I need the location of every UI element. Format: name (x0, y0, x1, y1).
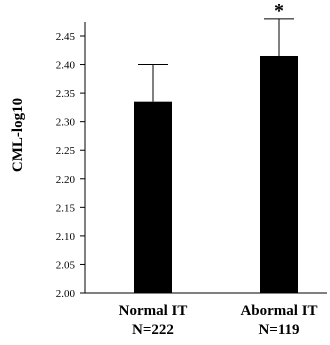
y-tick-label: 2.25 (56, 145, 76, 157)
bar (134, 101, 172, 293)
y-tick-label: 2.35 (56, 88, 76, 100)
y-tick-label: 2.20 (56, 174, 76, 186)
y-axis-title: CML-log10 (10, 98, 26, 172)
significance-marker: * (274, 0, 284, 22)
y-tick-label: 2.45 (56, 31, 76, 43)
category-count-label: N=222 (132, 322, 174, 338)
axes: 2.00 2.05 2.10 2.15 2.20 2.25 2.30 2.35 2.40 2.45 (56, 22, 327, 300)
y-axis-title-group: CML-log10 (10, 98, 26, 172)
y-tick-label: 2.40 (56, 60, 76, 72)
category-label: Normal IT (119, 303, 188, 319)
category-label: Abormal IT (240, 303, 317, 319)
bars: * (134, 0, 298, 293)
bar (260, 55, 298, 293)
y-tick-label: 2.05 (56, 259, 76, 271)
y-tick-label: 2.15 (56, 202, 76, 214)
y-tick-label: 2.30 (56, 117, 76, 129)
y-tick-label: 2.10 (56, 231, 76, 243)
y-tick-label: 2.00 (56, 288, 76, 300)
category-labels: Normal IT N=222 Abormal IT N=119 (119, 303, 318, 338)
category-count-label: N=119 (258, 322, 299, 338)
